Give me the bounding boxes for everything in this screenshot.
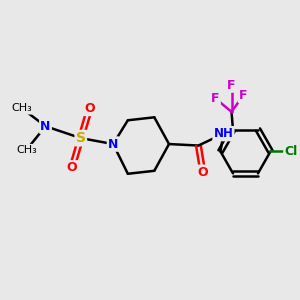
Text: F: F [227,79,236,92]
Text: CH₃: CH₃ [16,145,37,155]
Text: F: F [211,92,220,105]
Text: O: O [197,166,208,179]
Text: NH: NH [214,127,233,140]
Text: S: S [76,131,86,145]
Text: N: N [40,120,51,133]
Text: CH₃: CH₃ [12,103,32,113]
Text: Cl: Cl [284,145,298,158]
Text: O: O [67,161,77,174]
Text: F: F [239,89,248,102]
Text: O: O [84,102,95,115]
Text: N: N [108,138,118,151]
